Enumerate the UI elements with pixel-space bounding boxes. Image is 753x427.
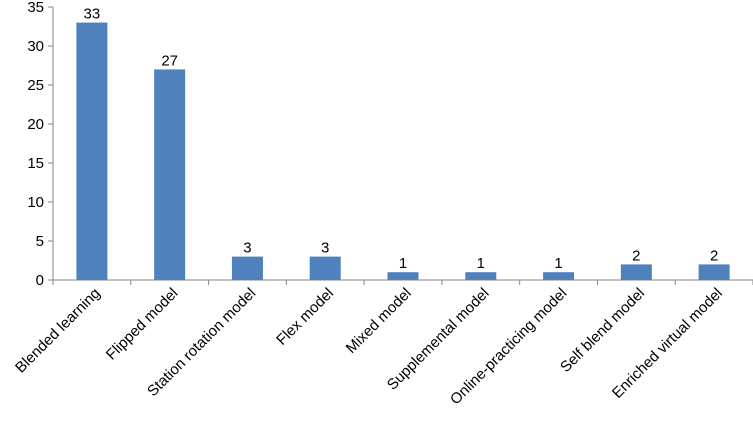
- x-category-label: Mixed model: [343, 285, 415, 357]
- bar: [154, 69, 186, 281]
- x-category-label: Self blend model: [557, 285, 648, 376]
- data-label: 1: [554, 255, 562, 272]
- x-category-label: Flex model: [273, 285, 337, 349]
- data-label: 33: [84, 6, 101, 23]
- bars: [76, 22, 730, 281]
- y-tick-label: 35: [27, 0, 44, 16]
- y-tick-label: 25: [27, 77, 44, 94]
- bar: [231, 256, 263, 280]
- axes: 0 5 10 15 20 25 30 35: [27, 0, 753, 289]
- bar: [543, 272, 575, 280]
- x-category-label: Blended learning: [12, 285, 104, 377]
- y-tick-label: 10: [27, 194, 44, 211]
- bar: [698, 264, 730, 280]
- data-label: 1: [477, 255, 485, 272]
- y-tick-label: 5: [36, 233, 44, 250]
- y-tick-label: 30: [27, 38, 44, 55]
- data-label: 3: [321, 240, 329, 257]
- bar: [387, 272, 419, 280]
- y-tick-label: 20: [27, 116, 44, 133]
- data-label: 3: [243, 240, 251, 257]
- y-tick-label: 0: [36, 272, 44, 289]
- bar: [76, 22, 108, 280]
- data-label: 2: [632, 247, 640, 264]
- data-label: 27: [161, 52, 178, 69]
- bar: [309, 256, 341, 280]
- bar: [620, 264, 652, 280]
- x-category-label: Flipped model: [103, 285, 182, 364]
- data-label: 1: [399, 255, 407, 272]
- data-label: 2: [710, 247, 718, 264]
- y-tick-label: 15: [27, 155, 44, 172]
- bar: [465, 272, 497, 280]
